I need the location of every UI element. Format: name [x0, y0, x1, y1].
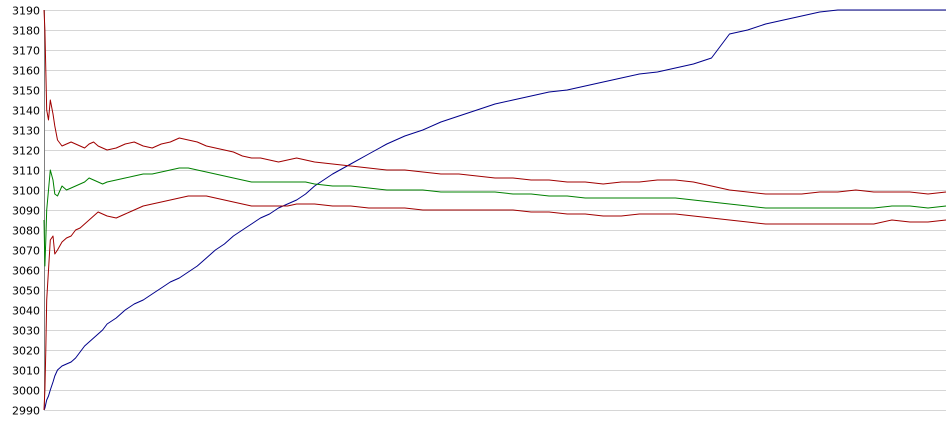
- y-axis-tick-labels: 2990 3000 3010 3020 3030 3040 3050 3060 3070 3080…: [12, 5, 40, 418]
- y-tick-label: 3120: [12, 145, 40, 158]
- y-tick-label: 3100: [12, 185, 40, 198]
- y-tick-label: 3180: [12, 25, 40, 38]
- y-tick-label: 3160: [12, 65, 40, 78]
- y-tick-label: 3150: [12, 85, 40, 98]
- y-tick-label: 3190: [12, 5, 40, 18]
- y-tick-label: 2990: [12, 405, 40, 418]
- series-line-3: [43, 167, 947, 267]
- y-tick-label: 3110: [12, 165, 40, 178]
- y-tick-label: 3080: [12, 225, 40, 238]
- y-tick-label: 3040: [12, 305, 40, 318]
- y-tick-label: 3130: [12, 125, 40, 138]
- y-tick-label: 3050: [12, 285, 40, 298]
- series-line-2: [43, 9, 947, 195]
- y-tick-label: 3070: [12, 245, 40, 258]
- chart-series: [43, 9, 947, 411]
- y-tick-label: 3090: [12, 205, 40, 218]
- series-line-4: [43, 195, 947, 411]
- y-tick-label: 3060: [12, 265, 40, 278]
- y-tick-label: 3140: [12, 105, 40, 118]
- y-tick-label: 3020: [12, 345, 40, 358]
- y-tick-label: 3010: [12, 365, 40, 378]
- y-tick-label: 3030: [12, 325, 40, 338]
- horizontal-gridlines: [44, 10, 946, 411]
- y-tick-label: 3170: [12, 45, 40, 58]
- y-tick-label: 3000: [12, 385, 40, 398]
